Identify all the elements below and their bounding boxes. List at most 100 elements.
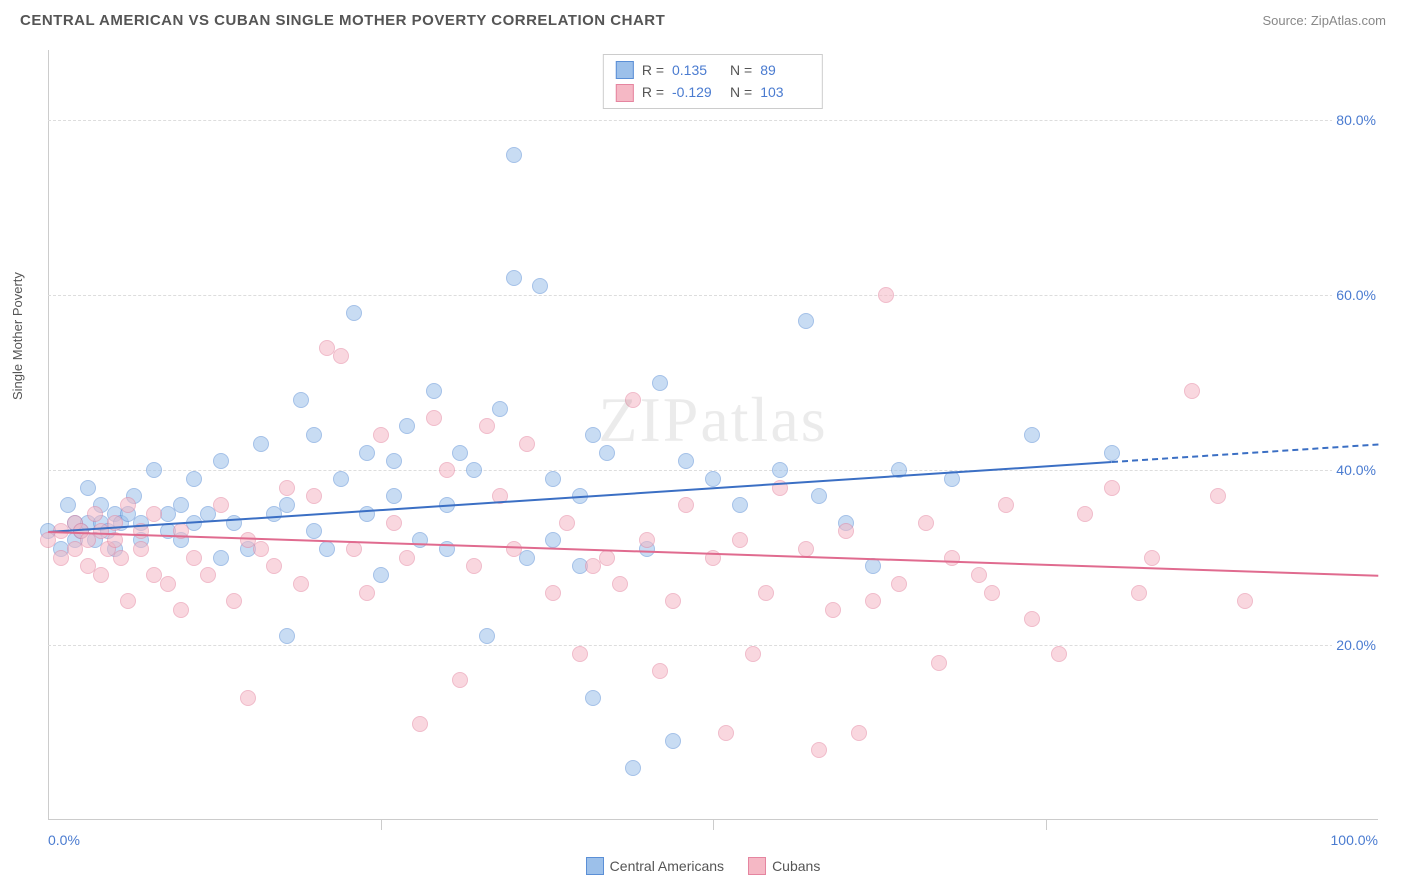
plot-region: 20.0%40.0%60.0%80.0%0.0%100.0% — [48, 50, 1378, 820]
r-value: -0.129 — [672, 81, 722, 103]
legend-item: Central Americans — [586, 857, 724, 875]
data-point — [545, 585, 561, 601]
r-label: R = — [642, 81, 664, 103]
data-point — [1077, 506, 1093, 522]
legend-item: Cubans — [748, 857, 820, 875]
data-point — [173, 602, 189, 618]
data-point — [506, 147, 522, 163]
data-point — [279, 497, 295, 513]
data-point — [585, 427, 601, 443]
x-tick — [381, 820, 382, 830]
data-point — [306, 427, 322, 443]
n-value: 103 — [760, 81, 810, 103]
data-point — [253, 541, 269, 557]
data-point — [652, 375, 668, 391]
y-tick-label: 20.0% — [1332, 637, 1380, 653]
data-point — [173, 497, 189, 513]
data-point — [971, 567, 987, 583]
data-point — [160, 576, 176, 592]
data-point — [213, 550, 229, 566]
data-point — [1104, 445, 1120, 461]
data-point — [612, 576, 628, 592]
x-tick — [1046, 820, 1047, 830]
data-point — [1144, 550, 1160, 566]
data-point — [426, 410, 442, 426]
y-axis-label: Single Mother Poverty — [10, 272, 25, 400]
data-point — [426, 383, 442, 399]
data-point — [878, 287, 894, 303]
legend-swatch — [616, 84, 634, 102]
data-point — [479, 628, 495, 644]
data-point — [213, 453, 229, 469]
data-point — [838, 523, 854, 539]
data-point — [625, 760, 641, 776]
data-point — [599, 445, 615, 461]
legend-swatch — [616, 61, 634, 79]
data-point — [931, 655, 947, 671]
data-point — [1210, 488, 1226, 504]
data-point — [545, 532, 561, 548]
data-point — [359, 445, 375, 461]
data-point — [186, 471, 202, 487]
legend-label: Central Americans — [610, 858, 724, 874]
data-point — [113, 550, 129, 566]
data-point — [811, 742, 827, 758]
series-legend: Central Americans Cubans — [0, 857, 1406, 878]
data-point — [559, 515, 575, 531]
data-point — [851, 725, 867, 741]
data-point — [532, 278, 548, 294]
data-point — [519, 436, 535, 452]
correlation-legend: R =0.135N =89R = -0.129 N = 103 — [603, 54, 823, 109]
legend-row: R =0.135N =89 — [616, 59, 810, 81]
data-point — [373, 427, 389, 443]
data-point — [346, 305, 362, 321]
data-point — [984, 585, 1000, 601]
n-label: N = — [730, 81, 752, 103]
data-point — [333, 471, 349, 487]
data-point — [506, 541, 522, 557]
y-axis-line — [48, 50, 49, 820]
data-point — [545, 471, 561, 487]
data-point — [665, 733, 681, 749]
gridline — [48, 120, 1378, 121]
data-point — [585, 690, 601, 706]
data-point — [386, 488, 402, 504]
data-point — [133, 541, 149, 557]
data-point — [333, 348, 349, 364]
data-point — [466, 558, 482, 574]
data-point — [572, 646, 588, 662]
data-point — [306, 523, 322, 539]
gridline — [48, 295, 1378, 296]
data-point — [918, 515, 934, 531]
data-point — [998, 497, 1014, 513]
x-tick-label: 100.0% — [1331, 832, 1378, 848]
legend-swatch — [586, 857, 604, 875]
data-point — [705, 471, 721, 487]
x-tick — [713, 820, 714, 830]
data-point — [293, 576, 309, 592]
data-point — [718, 725, 734, 741]
data-point — [625, 392, 641, 408]
data-point — [412, 716, 428, 732]
data-point — [1024, 427, 1040, 443]
data-point — [399, 550, 415, 566]
trend-line — [1112, 444, 1378, 463]
data-point — [293, 392, 309, 408]
data-point — [452, 445, 468, 461]
data-point — [359, 585, 375, 601]
chart-area: ZIPatlas 20.0%40.0%60.0%80.0%0.0%100.0% … — [48, 50, 1378, 820]
data-point — [240, 690, 256, 706]
data-point — [492, 401, 508, 417]
source-attribution: Source: ZipAtlas.com — [1262, 13, 1386, 28]
data-point — [811, 488, 827, 504]
data-point — [120, 497, 136, 513]
data-point — [80, 480, 96, 496]
data-point — [439, 462, 455, 478]
data-point — [200, 567, 216, 583]
data-point — [213, 497, 229, 513]
data-point — [825, 602, 841, 618]
data-point — [60, 497, 76, 513]
data-point — [479, 418, 495, 434]
data-point — [1131, 585, 1147, 601]
data-point — [359, 506, 375, 522]
